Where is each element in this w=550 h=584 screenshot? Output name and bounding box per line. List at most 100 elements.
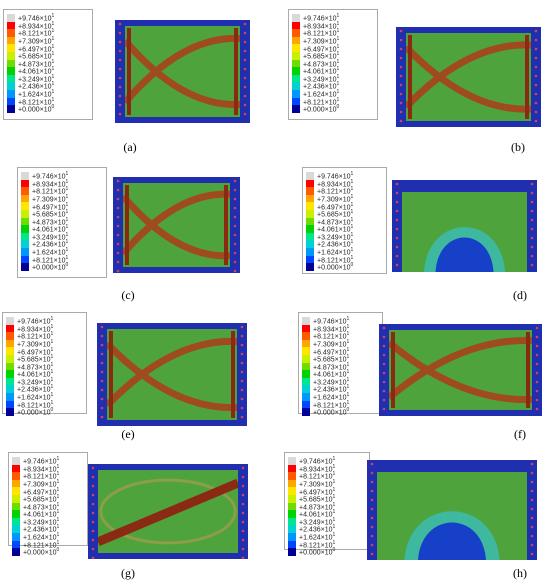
bottom-beam <box>97 420 247 426</box>
bolt-marker <box>241 556 245 559</box>
bolt-marker <box>243 76 247 80</box>
bolt-marker <box>370 525 374 529</box>
legend-label: +9.746×101 <box>17 316 54 326</box>
stress-bands <box>120 185 231 265</box>
bolt-marker <box>382 335 386 339</box>
legend-entry: +5.685×101 <box>306 209 383 218</box>
bolt-marker <box>530 200 534 204</box>
legend: +9.746×101 +8.934×101 +8.121×101 +7.309×101… <box>302 167 387 274</box>
bolt-marker <box>530 480 534 484</box>
bolt-marker <box>91 556 95 559</box>
legend-swatch <box>302 354 310 363</box>
legend-swatch <box>6 385 14 393</box>
legend-swatch <box>306 217 314 226</box>
legend-swatch <box>21 232 29 241</box>
bolt-marker <box>91 484 95 488</box>
legend-swatch <box>292 14 300 22</box>
legend-swatch <box>306 240 314 248</box>
bolt-marker <box>243 40 247 44</box>
legend-swatch <box>6 377 14 386</box>
bolt-marker <box>399 56 403 60</box>
legend-entry: +6.497×101 <box>288 487 366 496</box>
legend-label: +8.121×101 <box>18 96 55 106</box>
legend-swatch <box>12 510 20 518</box>
top-beam <box>379 324 542 330</box>
legend-label: +4.873×101 <box>17 361 54 372</box>
bolt-marker <box>530 471 534 475</box>
legend-label: +5.685×101 <box>313 354 350 364</box>
legend-swatch <box>306 255 314 264</box>
legend-label: +4.061×101 <box>17 369 54 379</box>
bolt-marker <box>233 224 237 228</box>
legend-label: +8.121×101 <box>18 28 55 38</box>
legend-swatch <box>12 525 20 533</box>
bolt-marker <box>233 215 237 219</box>
legend-label: +8.121×101 <box>303 28 340 38</box>
legend-label: +8.934×101 <box>303 20 340 31</box>
bolt-marker <box>535 407 539 411</box>
legend-entry: +8.121×101 <box>292 97 374 106</box>
bolt-marker <box>530 543 534 547</box>
legend-entry: +4.061×101 <box>12 509 84 519</box>
legend-label: +5.685×101 <box>23 494 60 504</box>
legend-swatch <box>6 347 14 355</box>
bolt-marker <box>382 371 386 375</box>
legend-label: +3.249×101 <box>17 376 54 387</box>
legend-entry: +6.497×101 <box>306 201 383 211</box>
bolt-marker <box>240 343 244 347</box>
legend-entry: +7.309×101 <box>306 194 383 203</box>
diagonal-strut <box>386 339 533 403</box>
bolt-marker <box>534 110 538 114</box>
legend-label: +9.746×101 <box>313 316 350 326</box>
legend-entry: +0.000×100 <box>302 407 379 417</box>
bolt-marker <box>370 552 374 556</box>
panel-caption: (d) <box>513 288 527 302</box>
legend-label: +8.121×101 <box>23 471 60 481</box>
legend-label: +3.249×101 <box>18 73 55 84</box>
bolt-marker <box>240 406 244 410</box>
legend-entry: +0.000×100 <box>21 262 103 272</box>
legend-swatch <box>7 29 15 37</box>
legend-entry: +9.746×101 <box>12 456 84 465</box>
legend-label: +8.934×101 <box>23 463 60 474</box>
legend-swatch <box>21 255 29 264</box>
legend-swatch <box>306 225 314 233</box>
bolt-marker <box>399 65 403 69</box>
bolt-marker <box>243 49 247 53</box>
bolt-marker <box>116 206 120 210</box>
bolt-marker <box>399 101 403 105</box>
bolt-marker <box>240 361 244 365</box>
bolt-marker <box>91 538 95 542</box>
contour-plot <box>113 177 240 273</box>
legend-swatch <box>306 202 314 210</box>
diagonal-strut <box>122 35 241 105</box>
bolt-marker <box>241 493 245 497</box>
legend-entry: +8.121×101 <box>292 28 374 38</box>
legend-entry: +0.000×100 <box>6 407 83 417</box>
legend-swatch <box>7 82 15 90</box>
legend-swatch <box>6 332 14 340</box>
legend-entry: +1.624×101 <box>302 392 379 401</box>
diagonal-strut <box>403 41 532 110</box>
legend-label: +3.249×101 <box>313 376 350 387</box>
legend-swatch <box>306 194 314 203</box>
diagonal-strut <box>386 337 533 401</box>
legend-entry: +3.249×101 <box>12 517 84 526</box>
bolt-marker <box>534 83 538 87</box>
legend-label: +1.624×101 <box>18 89 55 99</box>
legend-entry: +7.309×101 <box>7 36 89 45</box>
bolt-marker <box>100 370 104 374</box>
legend-entry: +8.934×101 <box>6 324 83 333</box>
bolt-marker <box>240 352 244 356</box>
legend-entry: +4.061×101 <box>302 369 379 379</box>
legend-entry: +8.121×101 <box>302 331 379 341</box>
legend-label: +6.497×101 <box>317 201 354 211</box>
legend-label: +2.436×101 <box>303 81 340 91</box>
legend-entry: +2.436×101 <box>7 81 89 91</box>
legend-swatch <box>12 540 20 549</box>
legend-label: +4.873×101 <box>313 361 350 372</box>
legend: +9.746×101 +8.934×101 +8.121×101 +7.309×101… <box>284 452 370 557</box>
bolt-marker <box>395 200 399 204</box>
legend-label: +4.873×101 <box>299 501 336 512</box>
legend-swatch <box>12 472 20 480</box>
